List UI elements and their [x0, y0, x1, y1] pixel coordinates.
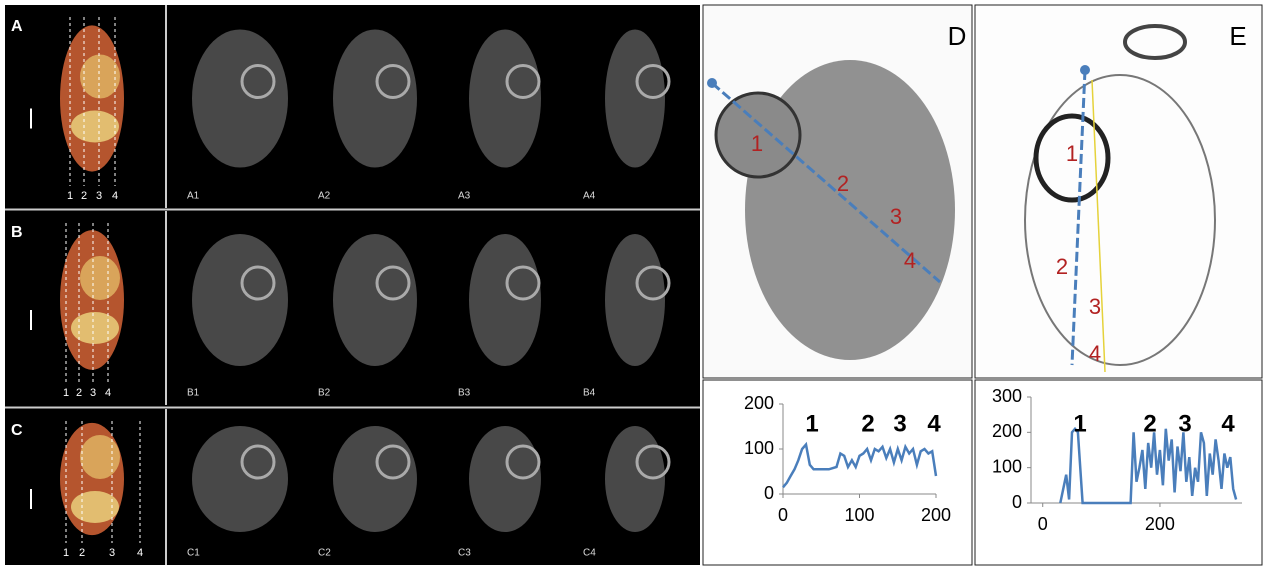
- section-image: [192, 29, 288, 167]
- slice-number: 3: [96, 190, 102, 202]
- y-tick-label: 300: [992, 386, 1022, 406]
- section-label: C3: [458, 548, 471, 559]
- slice-number: 3: [90, 387, 96, 399]
- marker-d: 1: [751, 131, 763, 156]
- section-image: [333, 426, 417, 532]
- section-label: A4: [583, 191, 596, 202]
- peak-annotation: 4: [927, 410, 941, 437]
- section-image: [333, 29, 417, 167]
- section-image: [192, 234, 288, 366]
- slice-number: 4: [112, 190, 118, 202]
- figure: 1234AA1A2A3A41234BB1B2B3B41234CC1C2C3C41…: [0, 0, 1265, 569]
- section-label: A2: [318, 191, 331, 202]
- section-label: C4: [583, 548, 596, 559]
- slice-number: 2: [81, 190, 87, 202]
- x-tick-label: 0: [1038, 514, 1048, 534]
- embryo-3d: [60, 230, 124, 370]
- section-label: C2: [318, 548, 331, 559]
- section-label: C1: [187, 548, 200, 559]
- marker-e: 1: [1066, 141, 1078, 166]
- embryo-3d-body: [71, 111, 119, 143]
- slice-number: 2: [79, 547, 85, 559]
- panel-label: E: [1229, 21, 1246, 51]
- x-tick-label: 200: [1145, 514, 1175, 534]
- slice-number: 1: [67, 190, 73, 202]
- peak-annotation: 2: [1143, 410, 1156, 437]
- section-image: [469, 234, 541, 366]
- panel-e-background: [975, 5, 1262, 378]
- peak-annotation: 2: [861, 410, 874, 437]
- y-tick-label: 200: [992, 421, 1022, 441]
- marker-d: 3: [890, 204, 902, 229]
- panel-label: D: [948, 21, 967, 51]
- section-label: B1: [187, 388, 200, 399]
- slice-number: 4: [137, 547, 143, 559]
- peak-annotation: 1: [805, 410, 818, 437]
- x-tick-label: 0: [778, 505, 788, 525]
- embryo-3d-body: [71, 312, 119, 344]
- section-label: B4: [583, 388, 596, 399]
- section-label: A1: [187, 191, 200, 202]
- section-image: [333, 234, 417, 366]
- peak-annotation: 1: [1073, 410, 1086, 437]
- slice-number: 4: [105, 387, 111, 399]
- marker-e: 4: [1089, 341, 1101, 366]
- panel-label: B: [11, 224, 23, 241]
- peak-annotation: 4: [1221, 410, 1235, 437]
- section-image: [469, 426, 541, 532]
- y-tick-label: 200: [744, 393, 774, 413]
- peak-annotation: 3: [1178, 410, 1191, 437]
- embryo-3d-head: [80, 55, 120, 99]
- y-tick-label: 0: [764, 483, 774, 503]
- peak-annotation: 3: [893, 410, 906, 437]
- y-tick-label: 0: [1012, 492, 1022, 512]
- marker-d: 2: [837, 171, 849, 196]
- section-image: [469, 29, 541, 167]
- section-label: B2: [318, 388, 331, 399]
- embryo-3d-head: [80, 256, 120, 300]
- panel-label: C: [11, 422, 23, 439]
- marker-e: 3: [1089, 294, 1101, 319]
- slice-number: 1: [63, 547, 69, 559]
- embryo-3d-head: [80, 435, 120, 479]
- y-tick-label: 100: [992, 456, 1022, 476]
- section-label: A3: [458, 191, 471, 202]
- slice-number: 1: [63, 387, 69, 399]
- marker-d: 4: [904, 248, 916, 273]
- panel-label: A: [11, 18, 23, 35]
- slice-number: 3: [109, 547, 115, 559]
- x-tick-label: 200: [921, 505, 951, 525]
- page: {"rows": [ {"label": "A", "slices": ["1"…: [0, 0, 1265, 569]
- section-label: B3: [458, 388, 471, 399]
- profile-start-e: [1080, 65, 1090, 75]
- y-tick-label: 100: [744, 438, 774, 458]
- marker-e: 2: [1056, 254, 1068, 279]
- slice-number: 2: [76, 387, 82, 399]
- x-tick-label: 100: [844, 505, 874, 525]
- profile-start-d: [707, 78, 717, 88]
- section-image: [192, 426, 288, 532]
